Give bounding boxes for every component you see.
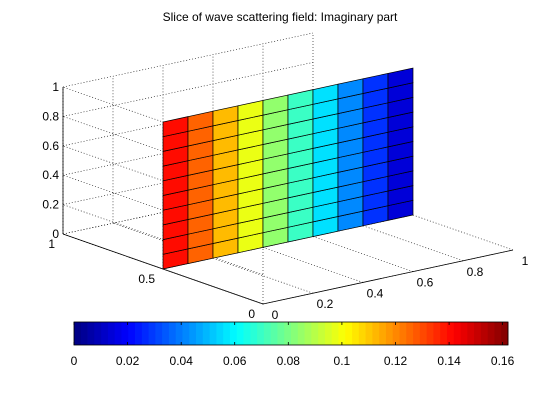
colorbar: 0 0.02 0.04 0.06 0.08 0.1 0.12 0.14 0.16 [71, 321, 515, 368]
colorbar-tick-label: 0.16 [491, 354, 515, 368]
x-tick-label: 0.4 [367, 286, 384, 300]
y-tick-label: 0 [248, 307, 255, 321]
colorbar-swatch [87, 322, 95, 345]
colorbar-swatch [392, 322, 400, 345]
colorbar-swatch [311, 322, 319, 345]
z-tick-label: 0.8 [42, 109, 59, 123]
slice-plane [162, 67, 414, 270]
colorbar-swatch [291, 322, 299, 345]
colorbar-swatch [277, 322, 285, 345]
colorbar-tick-label: 0.04 [170, 354, 194, 368]
colorbar-swatch [202, 322, 211, 345]
colorbar-swatch [297, 322, 305, 345]
colorbar-swatch [135, 322, 143, 345]
colorbar-tick-label: 0.02 [116, 354, 140, 368]
colorbar-swatch [168, 322, 177, 345]
colorbar-swatch [501, 322, 509, 345]
colorbar-tick-label: 0.08 [277, 354, 301, 368]
colorbar-tick-label: 0.12 [384, 354, 408, 368]
y-tick-label: 1 [48, 237, 55, 251]
colorbar-swatch [433, 322, 441, 345]
colorbar-swatch [419, 322, 428, 345]
colorbar-swatch [318, 322, 326, 345]
colorbar-tick-label: 0.06 [223, 354, 247, 368]
colorbar-swatch [480, 322, 489, 345]
x-tick-label: 0.2 [317, 297, 334, 311]
colorbar-swatch [162, 322, 170, 345]
colorbar-swatch [270, 322, 278, 345]
colorbar-swatch [352, 322, 360, 345]
colorbar-tick-label: 0.14 [437, 354, 461, 368]
colorbar-swatch [148, 322, 156, 345]
colorbar-swatch [74, 322, 82, 345]
colorbar-swatch [487, 322, 495, 345]
x-axis-line [262, 249, 514, 305]
colorbar-tick-label: 0 [71, 354, 78, 368]
colorbar-swatch [406, 322, 414, 345]
colorbar-swatch [467, 322, 475, 345]
slice-cell [387, 67, 414, 89]
colorbar-swatch [250, 322, 258, 345]
colorbar-frame [73, 321, 509, 346]
grid-line-y1-z-5 [62, 32, 314, 88]
colorbar-swatch [304, 322, 312, 345]
colorbar-swatch [236, 322, 244, 345]
colorbar-swatch [413, 322, 421, 345]
colorbar-swatch [209, 322, 217, 345]
chart-title: Slice of wave scattering field: Imaginar… [163, 10, 398, 24]
colorbar-swatch [399, 322, 407, 345]
colorbar-swatch [358, 322, 366, 345]
colorbar-swatch [94, 322, 102, 345]
colorbar-swatch [426, 322, 434, 345]
colorbar-swatch [107, 322, 116, 345]
colorbar-swatch [196, 322, 204, 345]
colorbar-swatch [284, 322, 292, 345]
colorbar-swatch [175, 322, 183, 345]
colorbar-swatch [324, 322, 333, 345]
colorbar-swatch [229, 322, 238, 345]
y-tick-label: 0.5 [138, 272, 155, 286]
x-tick-label: 1 [522, 254, 529, 268]
colorbar-swatch [101, 322, 109, 345]
z-tick-label: 0.6 [42, 139, 59, 153]
colorbar-swatch [263, 322, 272, 345]
x-tick-label: 0 [272, 308, 279, 322]
colorbar-swatch [128, 322, 136, 345]
colorbar-swatch [243, 322, 251, 345]
colorbar-swatch [155, 322, 163, 345]
colorbar-swatch [446, 322, 455, 345]
colorbar-swatch [80, 322, 88, 345]
x-tick-label: 0.8 [467, 265, 484, 279]
colorbar-swatch [141, 322, 149, 345]
colorbar-swatch [372, 322, 380, 345]
colorbar-swatch [114, 322, 122, 345]
colorbar-swatch [338, 322, 346, 345]
colorbar-swatch [257, 322, 265, 345]
colorbar-swatch [121, 322, 129, 345]
x-tick-label: 0.6 [417, 276, 434, 290]
z-tick-label: 0 [52, 227, 59, 241]
colorbar-swatch [345, 322, 353, 345]
colorbar-swatch [331, 322, 339, 345]
colorbar-swatch [453, 322, 461, 345]
colorbar-swatch [182, 322, 190, 345]
colorbar-swatch [379, 322, 387, 345]
z-tick-label: 1 [52, 80, 59, 94]
colorbar-swatch [494, 322, 502, 345]
colorbar-swatch [365, 322, 373, 345]
grid-line-y1-z-4 [62, 62, 314, 117]
z-tick-label: 0.4 [42, 168, 59, 182]
z-tick-label: 0.2 [42, 198, 59, 212]
colorbar-swatch [385, 322, 394, 345]
colorbar-swatch [440, 322, 448, 345]
colorbar-swatch [189, 322, 197, 345]
colorbar-swatch [223, 322, 231, 345]
colorbar-swatch [216, 322, 224, 345]
colorbar-tick-label: 0.1 [334, 354, 351, 368]
colorbar-swatch [474, 322, 482, 345]
colorbar-swatch [460, 322, 468, 345]
